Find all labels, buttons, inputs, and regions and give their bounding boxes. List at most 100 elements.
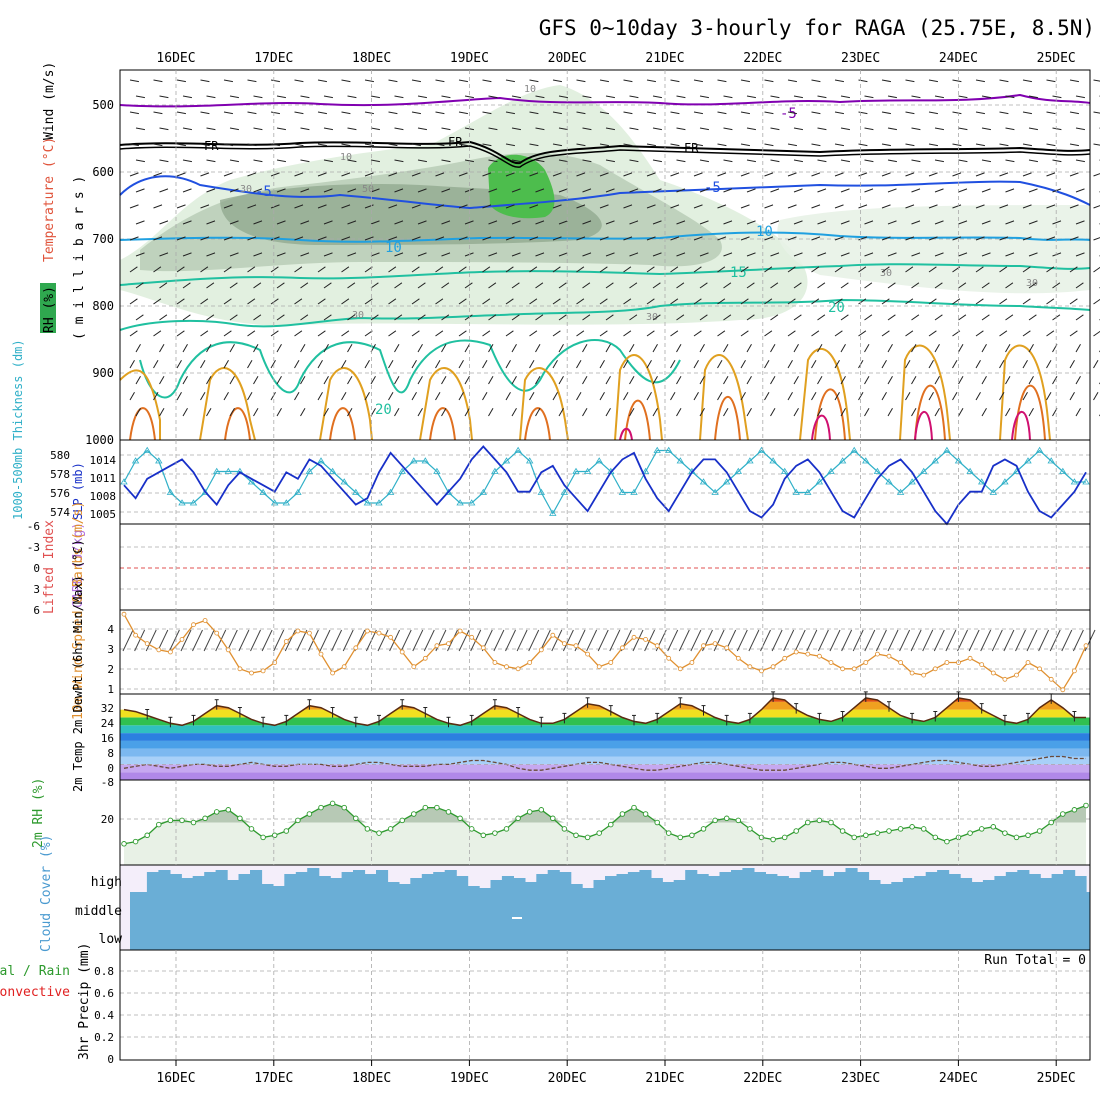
cloud-high-bar [1029, 874, 1041, 892]
wind10-barb [1004, 630, 1014, 651]
cloud-high-bar [571, 884, 583, 892]
wind-speed-point [829, 661, 833, 665]
cloud-high-bar [1017, 870, 1029, 892]
rh-point [342, 805, 347, 810]
cloud-high-bar [1052, 874, 1064, 892]
wind-speed-point [968, 656, 972, 660]
rh-point [643, 812, 648, 817]
wind-speed-point [319, 652, 323, 656]
cloud-high-bar [387, 882, 399, 892]
rh-point [748, 827, 753, 832]
cloud-high-bar [674, 880, 686, 892]
wind-barb [1094, 237, 1100, 240]
label-rh50: 50 [362, 184, 374, 195]
ylabel-cloud: Cloud Cover (%) [39, 835, 54, 952]
wind-speed-point [841, 667, 845, 671]
cloud-high-bar [708, 876, 720, 892]
level-900: 900 [92, 366, 114, 380]
cloud-high-bar [903, 878, 915, 892]
ylabel-mb: ( m i l l i b a r s ) [72, 176, 87, 340]
wind-barb [1094, 331, 1100, 336]
rh-point [458, 816, 463, 821]
wind-speed-point [945, 661, 949, 665]
wind-speed-point [307, 631, 311, 635]
wind-tick-1: 1 [107, 683, 114, 696]
wind10-barb [923, 630, 933, 651]
wind-speed-point [667, 656, 671, 660]
cloud-high-bar [972, 882, 984, 892]
slp-tick-1014: 1014 [90, 454, 117, 467]
wind10-barb [193, 630, 203, 651]
cloud-high-bar [823, 876, 835, 892]
wind-speed-point [586, 652, 590, 656]
rh-point [423, 805, 428, 810]
rh-point [840, 829, 845, 834]
wind10-barb [795, 630, 805, 651]
wind-speed-point [261, 669, 265, 673]
wind-speed-point [922, 673, 926, 677]
temp-tick-32: 32 [101, 702, 114, 715]
cloud-high-bar [559, 872, 571, 892]
rh2m-fill-above20 [124, 803, 1086, 822]
cloud-high-bar [445, 870, 457, 892]
cloud-high-bar [960, 878, 972, 892]
temp-band [120, 764, 1090, 772]
ylabel-wind: Wind (m/s) [42, 62, 57, 140]
wind10-barb [448, 630, 458, 651]
wind-speed-point [516, 667, 520, 671]
li-tick-6: 6 [33, 604, 40, 617]
cloud-high-bar [433, 872, 445, 892]
cloud-high-bar [662, 882, 674, 892]
cloud-high-bar [170, 874, 182, 892]
cloud-high-bar [193, 876, 205, 892]
wind10-barb [761, 630, 771, 651]
cloud-high-bar [147, 872, 159, 892]
label-fr-a: FR [204, 139, 219, 153]
wind-speed-point [505, 665, 509, 669]
label-minus5-blue-b: -5 [704, 180, 721, 196]
temp-tick-8: 8 [107, 747, 114, 760]
wind10-barb [610, 630, 620, 651]
wind-speed-point [783, 656, 787, 660]
rh-point [1061, 812, 1066, 817]
cloud-high-bar [376, 870, 388, 892]
rh-point [724, 816, 729, 821]
wind10-barb [842, 630, 852, 651]
rh2m-fill [124, 803, 1086, 865]
cloud-high-bar [284, 874, 296, 892]
wind-speed-point [1049, 677, 1053, 681]
thick-tick-574: 574 [50, 506, 70, 519]
cloud-high-bar [502, 876, 514, 892]
cloud-high-bar [181, 878, 193, 892]
label-minus5-purple: -5 [780, 106, 797, 122]
wind-speed-point [562, 642, 566, 646]
run-total: Run Total = 0 [984, 953, 1086, 968]
wind-speed-point [551, 633, 555, 637]
rh2m-panel: 20 2m RH (%) [31, 778, 1090, 865]
level-700: 700 [92, 232, 114, 246]
wind10-barb [958, 630, 968, 651]
wind10-barb [123, 630, 133, 651]
wind10-barb [1050, 630, 1060, 651]
temp-band [120, 772, 1090, 780]
wind-speed-point [748, 665, 752, 669]
wind10-barb [587, 630, 597, 651]
wind10-ticks: 4 3 2 1 [107, 623, 114, 696]
cloud-high-bar [777, 876, 789, 892]
cloud-high-bar [204, 872, 216, 892]
cloud-high-bar [994, 876, 1006, 892]
cloud-high-bar [158, 870, 170, 892]
cloud-high-bar [811, 870, 823, 892]
wind-speed-point [725, 646, 729, 650]
wind-speed-point [400, 650, 404, 654]
wind-speed-point [342, 665, 346, 669]
thick-tick-580: 580 [50, 449, 70, 462]
rh-point [597, 831, 602, 836]
top-date-label: 21DEC [645, 51, 684, 66]
top-date-label: 16DEC [156, 51, 195, 66]
wind-speed-point [655, 644, 659, 648]
wind10-barb [865, 630, 875, 651]
cloud-high-bar [605, 876, 617, 892]
